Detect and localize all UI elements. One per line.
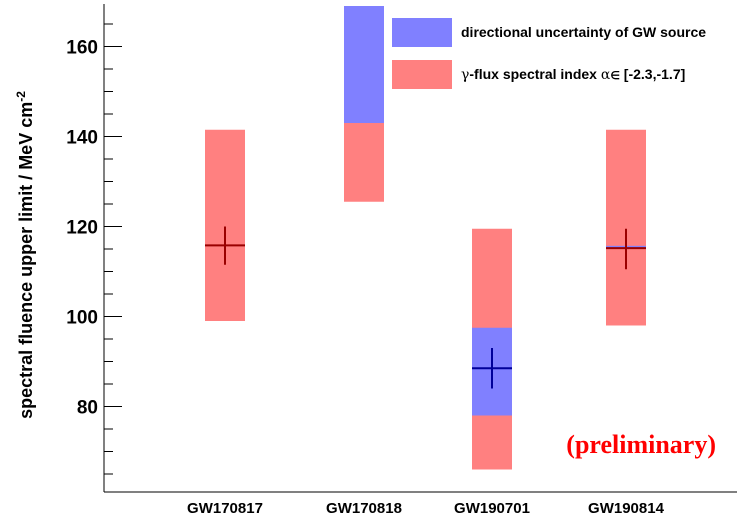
x-category-label-gw170818: GW170818 [326, 500, 402, 517]
y-tick-label: 100 [66, 308, 98, 329]
axes-layer [103, 4, 737, 493]
directional-band-gw170818 [344, 6, 384, 123]
legend-label-directional: directional uncertainty of GW source [461, 24, 706, 40]
legend: directional uncertainty of GW source γ-f… [392, 18, 706, 89]
y-axis-title-superscript: -2 [14, 91, 28, 102]
spectral-index-band-gw170818 [344, 123, 384, 202]
x-category-label-gw170817: GW170817 [187, 500, 263, 517]
spectral-index-band-gw190814 [606, 129, 646, 326]
y-tick-label: 120 [66, 218, 98, 239]
x-category-label-gw190701: GW190701 [454, 500, 530, 517]
y-axis-title: spectral fluence upper limit / MeV cm-2 [14, 91, 36, 419]
x-category-label-gw190814: GW190814 [588, 500, 665, 517]
markers-layer [205, 226, 646, 389]
y-tick-label: 160 [66, 38, 98, 59]
legend-label-spectral: γ-flux spectral index α∈ [-2.3,-1.7] [461, 66, 685, 83]
y-ticks-layer: 80 100 120 140 160 [66, 23, 122, 475]
legend-swatch-spectral [392, 60, 452, 89]
spectral-index-band-gw170817 [205, 129, 245, 321]
y-tick-label: 140 [66, 128, 98, 149]
bands-layer [205, 6, 646, 470]
legend-swatch-directional [392, 18, 452, 47]
preliminary-annotation: (preliminary) [566, 430, 716, 459]
y-tick-label: 80 [77, 398, 98, 419]
x-labels-layer: GW170817 GW170818 GW190701 GW190814 [187, 500, 665, 517]
